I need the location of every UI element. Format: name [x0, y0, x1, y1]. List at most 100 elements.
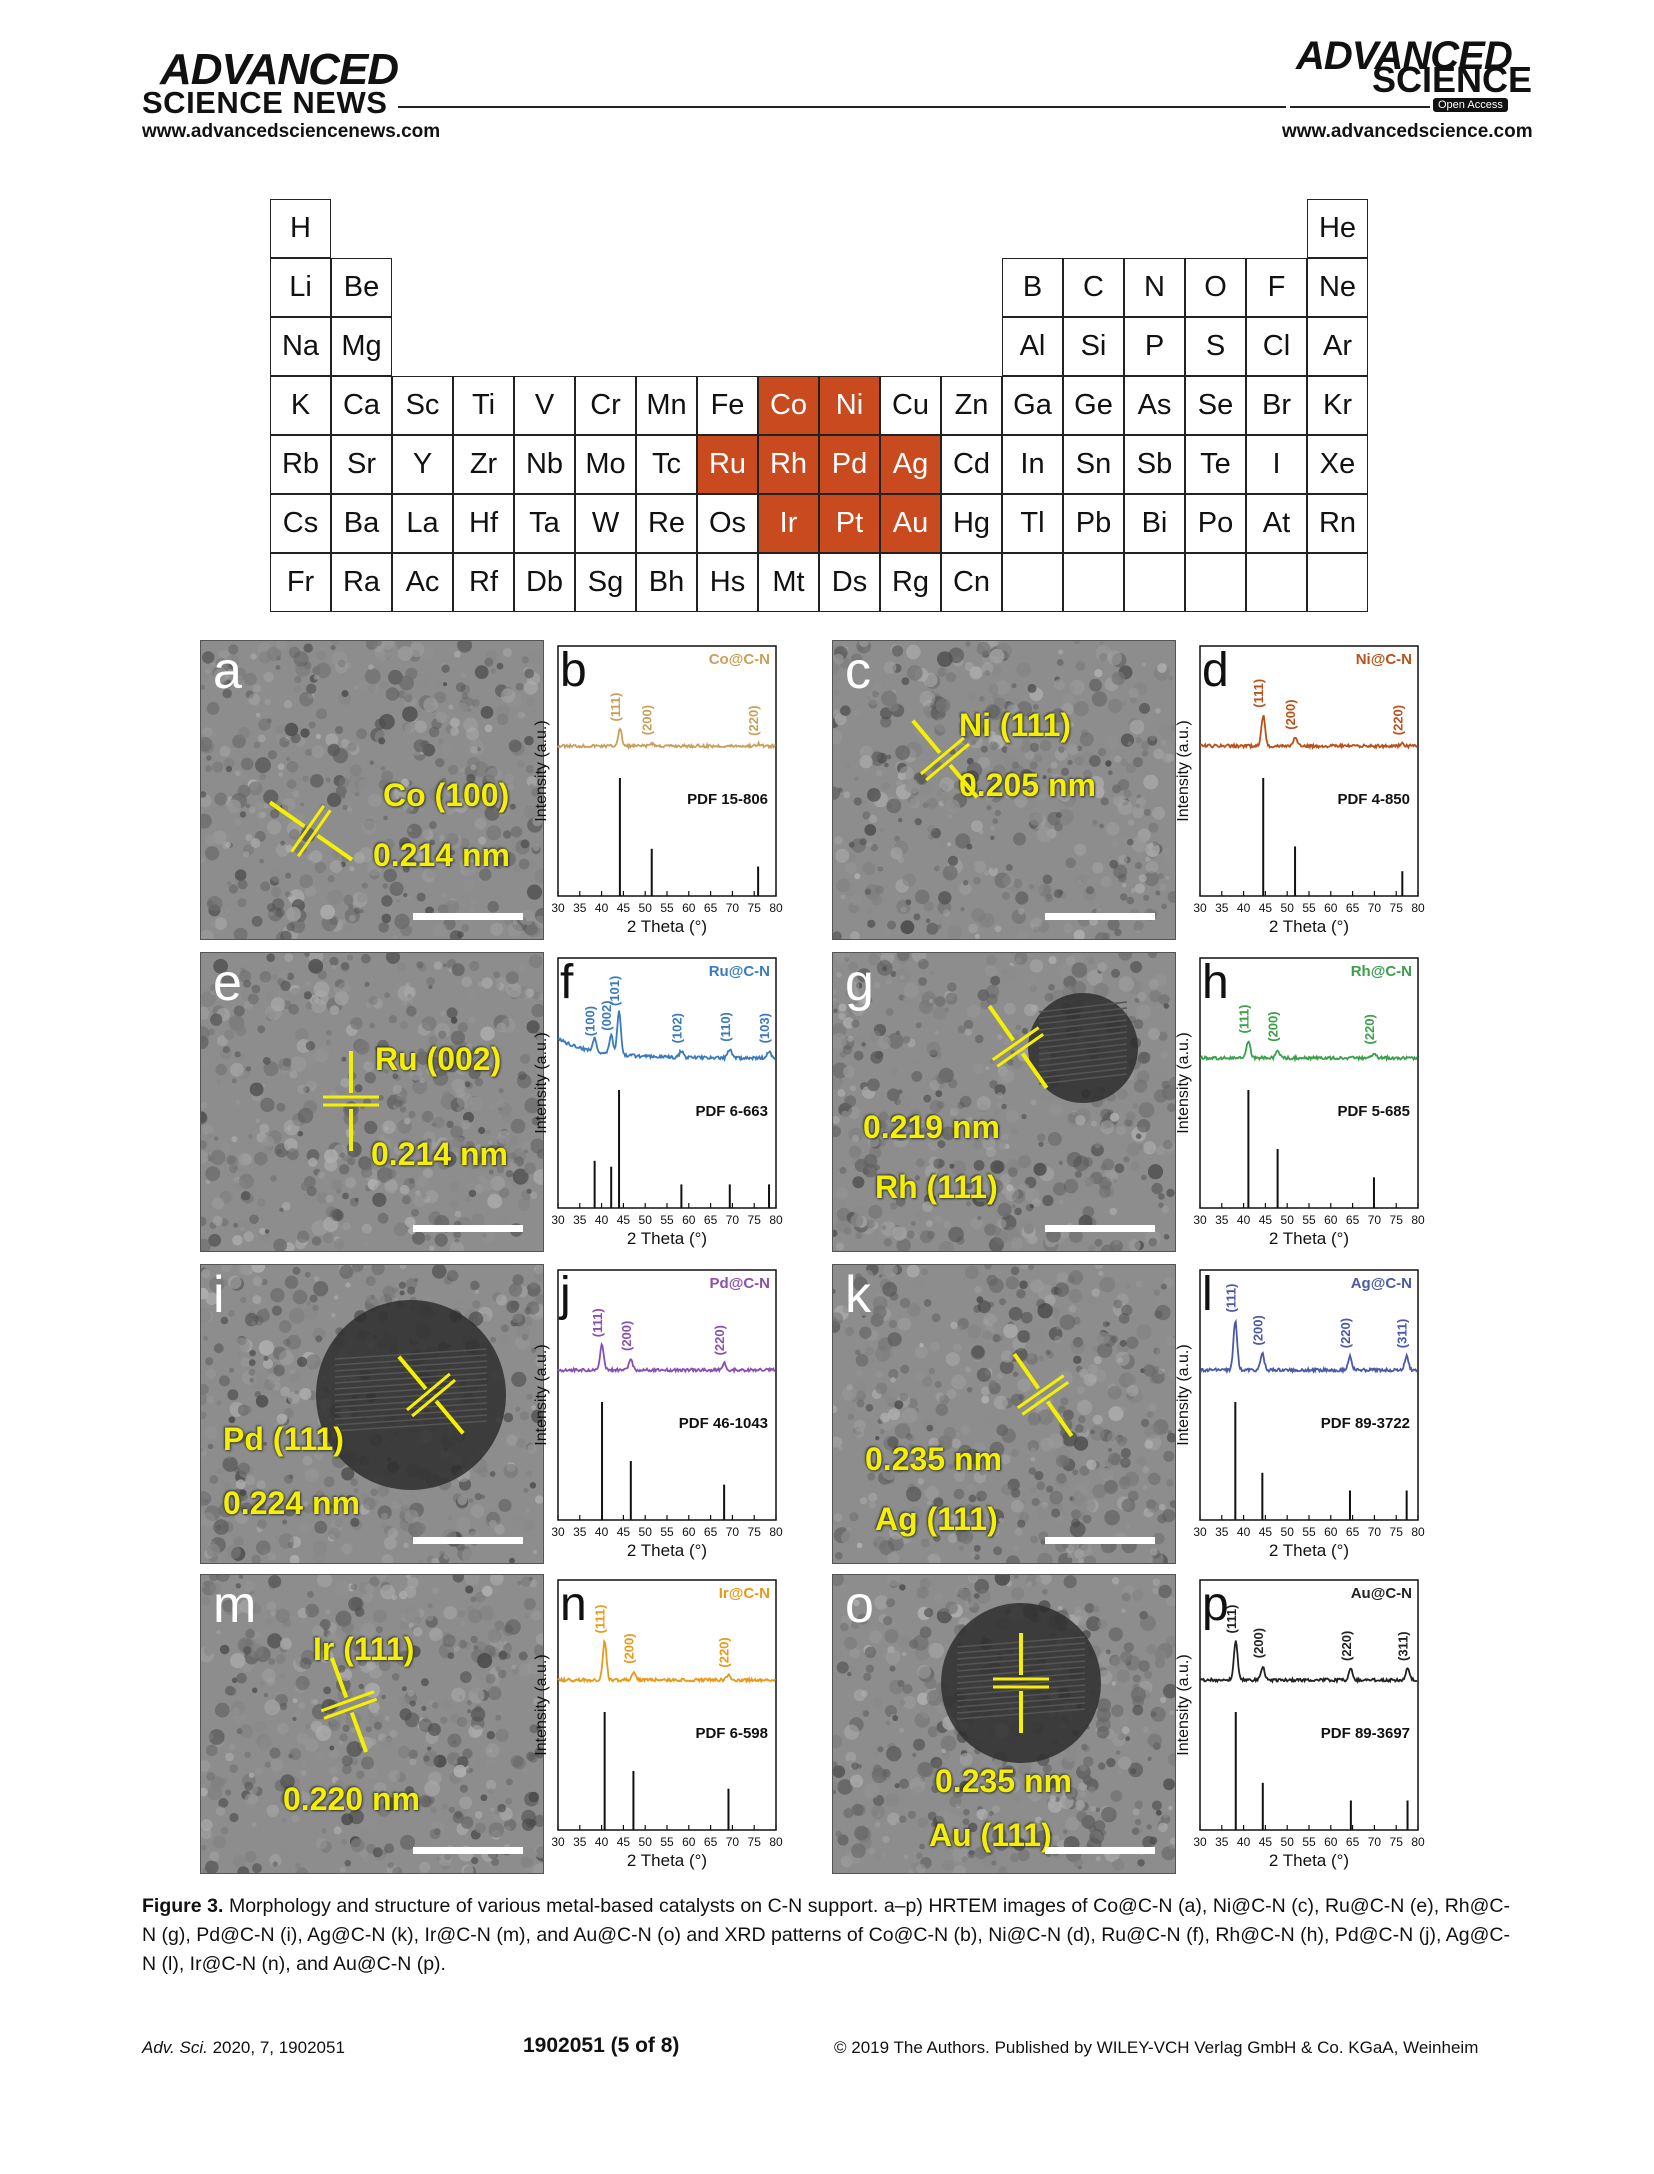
element-se: Se — [1185, 376, 1246, 435]
panel-label-i: i — [213, 1266, 225, 1324]
element-ni: Ni — [819, 376, 880, 435]
y-axis-label: Intensity (a.u.) — [1175, 1654, 1192, 1755]
element-hs: Hs — [697, 553, 758, 612]
x-tick-label: 65 — [1346, 1835, 1360, 1849]
element-te: Te — [1185, 435, 1246, 494]
element-cs: Cs — [270, 494, 331, 553]
left-url[interactable]: www.advancedsciencenews.com — [142, 121, 441, 142]
element-na: Na — [270, 317, 331, 376]
x-tick-label: 30 — [551, 1213, 565, 1227]
x-tick-label: 55 — [660, 1835, 674, 1849]
xrd-curve — [557, 1010, 776, 1063]
element-ca: Ca — [331, 376, 392, 435]
element-w: W — [575, 494, 636, 553]
xrd-curve — [557, 1341, 776, 1374]
x-tick-label: 50 — [639, 1835, 653, 1849]
element-sn: Sn — [1063, 435, 1124, 494]
scale-bar — [413, 1225, 523, 1232]
lattice-annotation: 0.224 nm — [223, 1485, 360, 1521]
right-url[interactable]: www.advancedscience.com — [1282, 121, 1533, 142]
lattice-spacing-marker — [320, 1657, 378, 1753]
panel-label-m: m — [213, 1576, 257, 1634]
x-tick-label: 30 — [551, 1835, 565, 1849]
x-axis-label: 2 Theta (°) — [627, 1541, 707, 1560]
x-tick-label: 55 — [1302, 1835, 1316, 1849]
x-tick-label: 40 — [1237, 1835, 1251, 1849]
x-tick-label: 35 — [1215, 1213, 1229, 1227]
x-tick-label: 45 — [617, 1525, 631, 1539]
xrd-curve — [1199, 1318, 1418, 1375]
x-tick-label: 35 — [1215, 1835, 1229, 1849]
element-i: I — [1246, 435, 1307, 494]
element-xe: Xe — [1307, 435, 1368, 494]
element-sc: Sc — [392, 376, 453, 435]
element-rf: Rf — [453, 553, 514, 612]
peak-label: (200) — [619, 1321, 634, 1351]
panel-label-e: e — [213, 954, 242, 1012]
plot-frame — [557, 957, 777, 1209]
element-ta: Ta — [514, 494, 575, 553]
element-li: Li — [270, 258, 331, 317]
element-mo: Mo — [575, 435, 636, 494]
element-br: Br — [1246, 376, 1307, 435]
element-cn: Cn — [941, 553, 1002, 612]
scale-bar — [1045, 913, 1155, 920]
element-ir: Ir — [758, 494, 819, 553]
element-empty — [1307, 553, 1368, 612]
panel-label-h: h — [1202, 956, 1229, 1009]
peak-label: (220) — [1390, 705, 1405, 735]
plot-frame — [557, 1579, 777, 1831]
pdf-reference-label: PDF 5-685 — [1337, 1103, 1410, 1120]
peak-label: (101) — [607, 976, 622, 1006]
journal-logo-left-line2: SCIENCE NEWS — [142, 85, 388, 120]
peak-label: (102) — [669, 1013, 684, 1043]
lattice-annotation: Ir (111) — [313, 1631, 415, 1667]
element-sg: Sg — [575, 553, 636, 612]
x-tick-label: 80 — [769, 1835, 783, 1849]
peak-label: (311) — [1396, 1631, 1411, 1661]
figure-caption: Figure 3. Morphology and structure of va… — [142, 1892, 1510, 1979]
x-tick-label: 35 — [573, 901, 587, 915]
lattice-annotation: 0.220 nm — [283, 1781, 420, 1817]
hrtem-image-e: e Ru (002) 0.214 nm — [200, 952, 544, 1252]
scale-bar — [413, 1537, 523, 1544]
peak-label: (200) — [621, 1633, 636, 1663]
x-tick-label: 40 — [595, 1835, 609, 1849]
peak-label: (200) — [1283, 699, 1298, 729]
open-access-badge: Open Access — [1433, 98, 1508, 112]
x-tick-label: 80 — [1411, 1525, 1425, 1539]
x-tick-label: 45 — [617, 1213, 631, 1227]
peak-label: (220) — [1362, 1014, 1377, 1044]
x-tick-label: 55 — [1302, 1213, 1316, 1227]
element-ti: Ti — [453, 376, 514, 435]
element-sr: Sr — [331, 435, 392, 494]
lattice-annotation: 0.205 nm — [959, 767, 1096, 803]
element-nb: Nb — [514, 435, 575, 494]
element-co: Co — [758, 376, 819, 435]
element-empty — [1063, 553, 1124, 612]
y-axis-label: Intensity (a.u.) — [533, 1654, 550, 1755]
panel-label-n: n — [560, 1578, 587, 1631]
sample-label: Ni@C-N — [1356, 651, 1412, 668]
x-tick-label: 70 — [1368, 1835, 1382, 1849]
element-he: He — [1307, 199, 1368, 258]
x-tick-label: 45 — [1259, 1525, 1273, 1539]
peak-label: (220) — [712, 1325, 727, 1355]
x-tick-label: 50 — [1281, 1835, 1295, 1849]
element-ga: Ga — [1002, 376, 1063, 435]
plot-frame — [557, 645, 777, 897]
x-axis-label: 2 Theta (°) — [627, 1229, 707, 1248]
element-rn: Rn — [1307, 494, 1368, 553]
x-tick-label: 30 — [551, 901, 565, 915]
element-pt: Pt — [819, 494, 880, 553]
panel-label-b: b — [560, 644, 587, 697]
peak-label: (111) — [608, 693, 623, 722]
x-tick-label: 35 — [573, 1835, 587, 1849]
element-o: O — [1185, 258, 1246, 317]
x-tick-label: 40 — [595, 901, 609, 915]
x-tick-label: 80 — [769, 1525, 783, 1539]
panel-label-o: o — [845, 1576, 874, 1634]
panel-label-c: c — [845, 642, 871, 700]
peak-label: (111) — [1236, 1005, 1251, 1034]
x-tick-label: 60 — [1324, 901, 1338, 915]
